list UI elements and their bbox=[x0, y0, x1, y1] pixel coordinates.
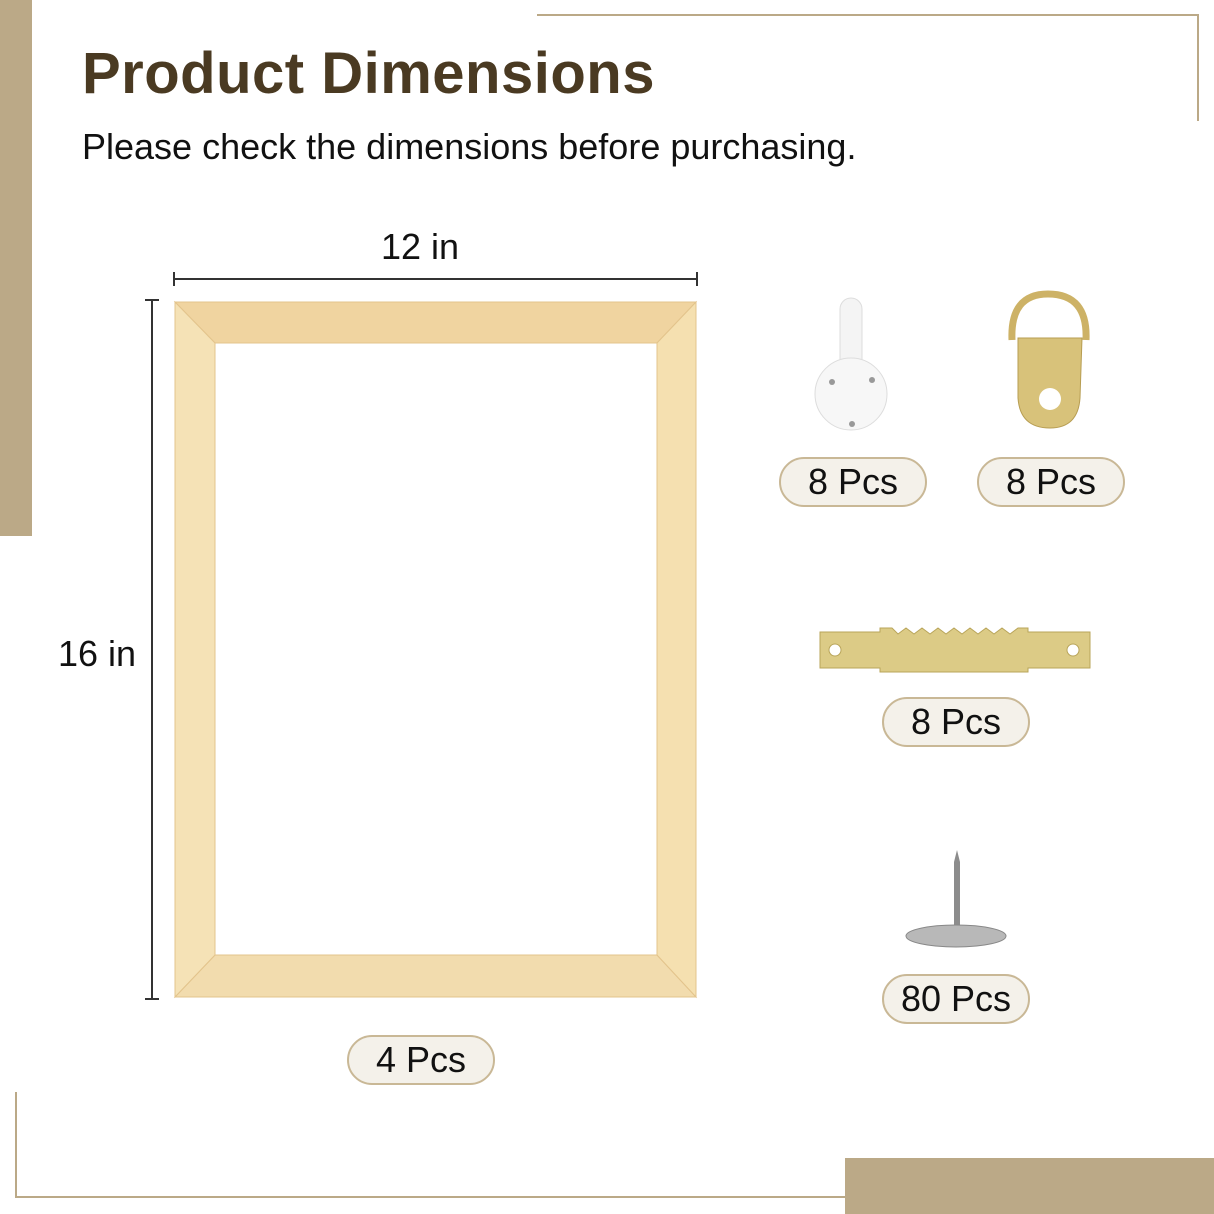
frame-quantity-badge: 4 Pcs bbox=[347, 1035, 495, 1085]
height-label: 16 in bbox=[58, 633, 137, 674]
decorative-border-left bbox=[15, 1092, 17, 1198]
page-subtitle: Please check the dimensions before purch… bbox=[82, 126, 857, 167]
push-pin-nail-icon bbox=[905, 850, 1007, 948]
width-dimension-line bbox=[173, 272, 698, 286]
decorative-tan-bar-bottom bbox=[845, 1158, 1214, 1214]
sawtooth-quantity-badge: 8 Pcs bbox=[882, 697, 1030, 747]
sawtooth-hanger-icon bbox=[819, 627, 1091, 673]
d-ring-hanger-icon bbox=[1008, 290, 1090, 429]
decorative-border-right bbox=[1197, 14, 1199, 121]
hook-quantity-badge: 8 Pcs bbox=[779, 457, 927, 507]
width-label: 12 in bbox=[381, 226, 460, 267]
decorative-tan-bar-left bbox=[0, 0, 32, 536]
decorative-border-bottom bbox=[15, 1196, 847, 1198]
push-pin-quantity-badge: 80 Pcs bbox=[882, 974, 1030, 1024]
height-dimension-line bbox=[145, 299, 159, 1000]
frame-drawing bbox=[145, 272, 698, 1000]
plastic-wall-hook-icon bbox=[814, 297, 888, 431]
decorative-border-top bbox=[537, 14, 1199, 16]
d-ring-quantity-badge: 8 Pcs bbox=[977, 457, 1125, 507]
page-title: Product Dimensions bbox=[82, 41, 655, 106]
wooden-frame-icon bbox=[173, 300, 698, 999]
